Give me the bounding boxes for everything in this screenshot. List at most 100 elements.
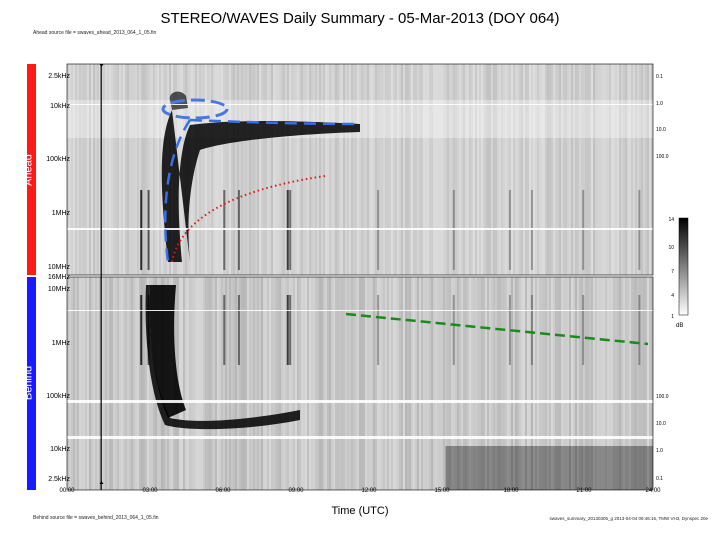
noise-column (245, 64, 247, 275)
noise-column (549, 64, 551, 275)
behind-label: Behind (23, 366, 35, 400)
ahead-source-file: Ahead source file = swaves_ahead_2013_06… (33, 30, 157, 36)
noise-column (209, 64, 211, 275)
noise-column (271, 277, 273, 490)
noise-column (267, 64, 269, 275)
noise-column (409, 64, 411, 275)
noise-column (641, 64, 643, 275)
noise-column (101, 64, 103, 275)
noise-column (359, 277, 361, 490)
noise-column (491, 277, 493, 490)
noise-column (195, 277, 197, 490)
noise-column (517, 64, 519, 275)
noise-column (481, 64, 483, 275)
noise-column (533, 277, 535, 490)
noise-column (265, 64, 267, 275)
noise-column (569, 277, 571, 490)
noise-column (515, 277, 517, 490)
noise-column (237, 64, 239, 275)
noise-column (477, 64, 479, 275)
spectrogram-texture (67, 64, 653, 490)
noise-column (133, 64, 135, 275)
noise-column (93, 277, 95, 490)
noise-column (579, 277, 581, 490)
noise-column (385, 64, 387, 275)
xtick-0900: 09:00 (288, 488, 304, 494)
noise-column (419, 64, 421, 275)
noise-column (345, 64, 347, 275)
noise-column (417, 277, 419, 490)
noise-column (199, 277, 201, 490)
noise-column (447, 277, 449, 490)
noise-column (341, 277, 343, 490)
noise-column (513, 64, 515, 275)
noise-column (563, 277, 565, 490)
noise-column (603, 64, 605, 275)
noise-column (259, 64, 261, 275)
noise-column (527, 277, 529, 490)
noise-column (385, 277, 387, 490)
noise-column (321, 64, 323, 275)
noise-column (285, 64, 287, 275)
noise-column (157, 64, 159, 275)
behind-ytick-2.5khz: 2.5kHz (48, 476, 70, 483)
noise-column (297, 64, 299, 275)
noise-column (603, 277, 605, 490)
noise-column (137, 277, 139, 490)
noise-column (233, 64, 235, 275)
noise-column (429, 64, 431, 275)
noise-column (573, 277, 575, 490)
behind-annotation-dashed-line (345, 312, 649, 346)
noise-column (593, 277, 595, 490)
behind-rtick-1.0: 1.0 (656, 448, 663, 454)
noise-column (497, 277, 499, 490)
noise-column (551, 277, 553, 490)
noise-column (525, 277, 527, 490)
noise-column (503, 64, 505, 275)
noise-column (111, 277, 113, 490)
noise-column (219, 277, 221, 490)
noise-column (121, 277, 123, 490)
noise-column (531, 64, 533, 275)
noise-column (291, 277, 293, 490)
noise-column (211, 277, 213, 490)
behind-burst-core (149, 285, 186, 418)
noise-column (131, 64, 133, 275)
noise-column (633, 64, 635, 275)
noise-column (291, 64, 293, 275)
noise-column (377, 64, 379, 275)
noise-column (113, 64, 115, 275)
noise-column (401, 277, 403, 490)
colorbar-unit: dB (676, 323, 684, 329)
behind-ytick-100khz: 100kHz (46, 393, 70, 400)
noise-column (549, 277, 551, 490)
noise-column (499, 277, 501, 490)
noise-column (493, 277, 495, 490)
noise-column (439, 277, 441, 490)
noise-column (577, 64, 579, 275)
noise-column (623, 64, 625, 275)
ahead-ytick-10mhz: 10MHz (48, 264, 71, 271)
noise-column (97, 277, 99, 490)
cbar-tick-14: 14 (668, 217, 674, 223)
noise-column (355, 64, 357, 275)
noise-column (85, 64, 87, 275)
noise-column (465, 64, 467, 275)
noise-column (605, 64, 607, 275)
noise-column (97, 64, 99, 275)
noise-column (529, 277, 531, 490)
noise-column (595, 277, 597, 490)
noise-column (323, 64, 325, 275)
noise-column (509, 277, 511, 490)
noise-column (571, 64, 573, 275)
type3-burst-behind (223, 295, 226, 365)
noise-column (305, 64, 307, 275)
xtick-2400: 24:00 (645, 488, 661, 494)
noise-column (491, 64, 493, 275)
noise-column (457, 64, 459, 275)
noise-column (351, 277, 353, 490)
noise-column (293, 277, 295, 490)
noise-column (483, 64, 485, 275)
noise-column (117, 277, 119, 490)
noise-column (107, 277, 109, 490)
